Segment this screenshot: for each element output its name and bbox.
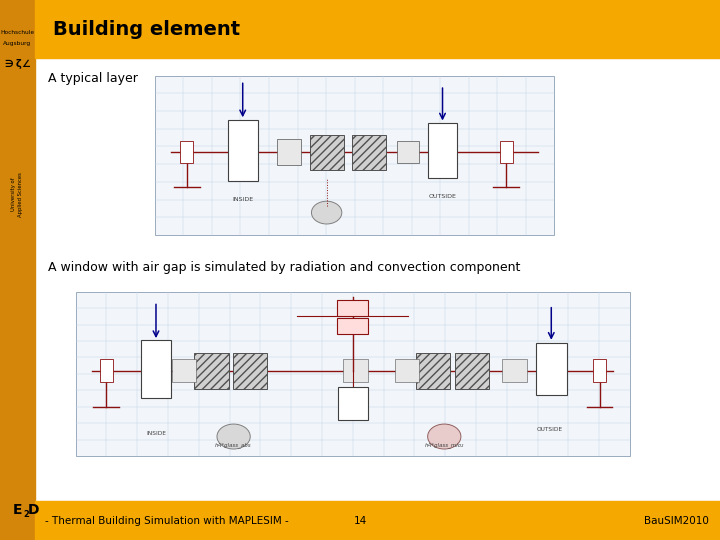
Bar	[338, 387, 368, 420]
Text: INSIDE: INSIDE	[232, 197, 253, 202]
Circle shape	[312, 201, 342, 224]
Bar	[76, 292, 630, 456]
Bar	[337, 318, 369, 334]
Bar	[171, 359, 196, 382]
Text: D: D	[27, 503, 39, 517]
Text: INSIDE: INSIDE	[146, 431, 166, 436]
Text: OUTSIDE: OUTSIDE	[536, 428, 562, 433]
Bar	[397, 141, 419, 163]
Bar	[395, 359, 419, 382]
Text: Augsburg: Augsburg	[3, 40, 32, 45]
Bar	[455, 353, 489, 389]
Bar	[99, 359, 112, 382]
Bar	[180, 141, 193, 163]
Text: 14: 14	[354, 516, 366, 525]
Text: A window with air gap is simulated by radiation and convection component: A window with air gap is simulated by ra…	[48, 261, 520, 274]
Bar	[0, 0, 35, 540]
Bar	[276, 139, 301, 165]
Circle shape	[217, 424, 251, 449]
Bar	[351, 134, 386, 170]
Circle shape	[428, 424, 461, 449]
Text: hA*glass_mio₂: hA*glass_mio₂	[425, 442, 464, 448]
Bar	[35, 501, 720, 540]
Bar	[503, 359, 527, 382]
Bar	[35, 0, 720, 58]
Text: E: E	[12, 503, 22, 517]
Bar	[416, 353, 451, 389]
Bar	[194, 353, 229, 389]
Text: University of
Applied Sciences: University of Applied Sciences	[12, 172, 23, 217]
Bar	[155, 76, 554, 235]
Bar	[500, 141, 513, 163]
Bar	[343, 359, 368, 382]
Text: A typical layer: A typical layer	[48, 72, 138, 85]
Text: BauSIM2010: BauSIM2010	[644, 516, 709, 525]
Text: hA*glass_abs: hA*glass_abs	[215, 442, 252, 448]
Bar	[310, 134, 343, 170]
Text: 2: 2	[24, 510, 30, 518]
Bar	[337, 300, 369, 316]
Bar	[140, 340, 171, 398]
Text: Hochschule: Hochschule	[0, 30, 35, 35]
Text: - Thermal Building Simulation with MAPLESIM -: - Thermal Building Simulation with MAPLE…	[45, 516, 289, 525]
Bar	[536, 343, 567, 395]
Bar	[233, 353, 267, 389]
Bar	[593, 359, 606, 382]
Bar	[228, 120, 258, 181]
Bar	[428, 123, 457, 178]
Text: OUTSIDE: OUTSIDE	[428, 194, 456, 199]
Text: $\mathbf{\ni}$$\mathbf{\zeta}$$\mathbf{\angle}$: $\mathbf{\ni}$$\mathbf{\zeta}$$\mathbf{\…	[3, 57, 32, 71]
Text: Building element: Building element	[53, 19, 240, 39]
